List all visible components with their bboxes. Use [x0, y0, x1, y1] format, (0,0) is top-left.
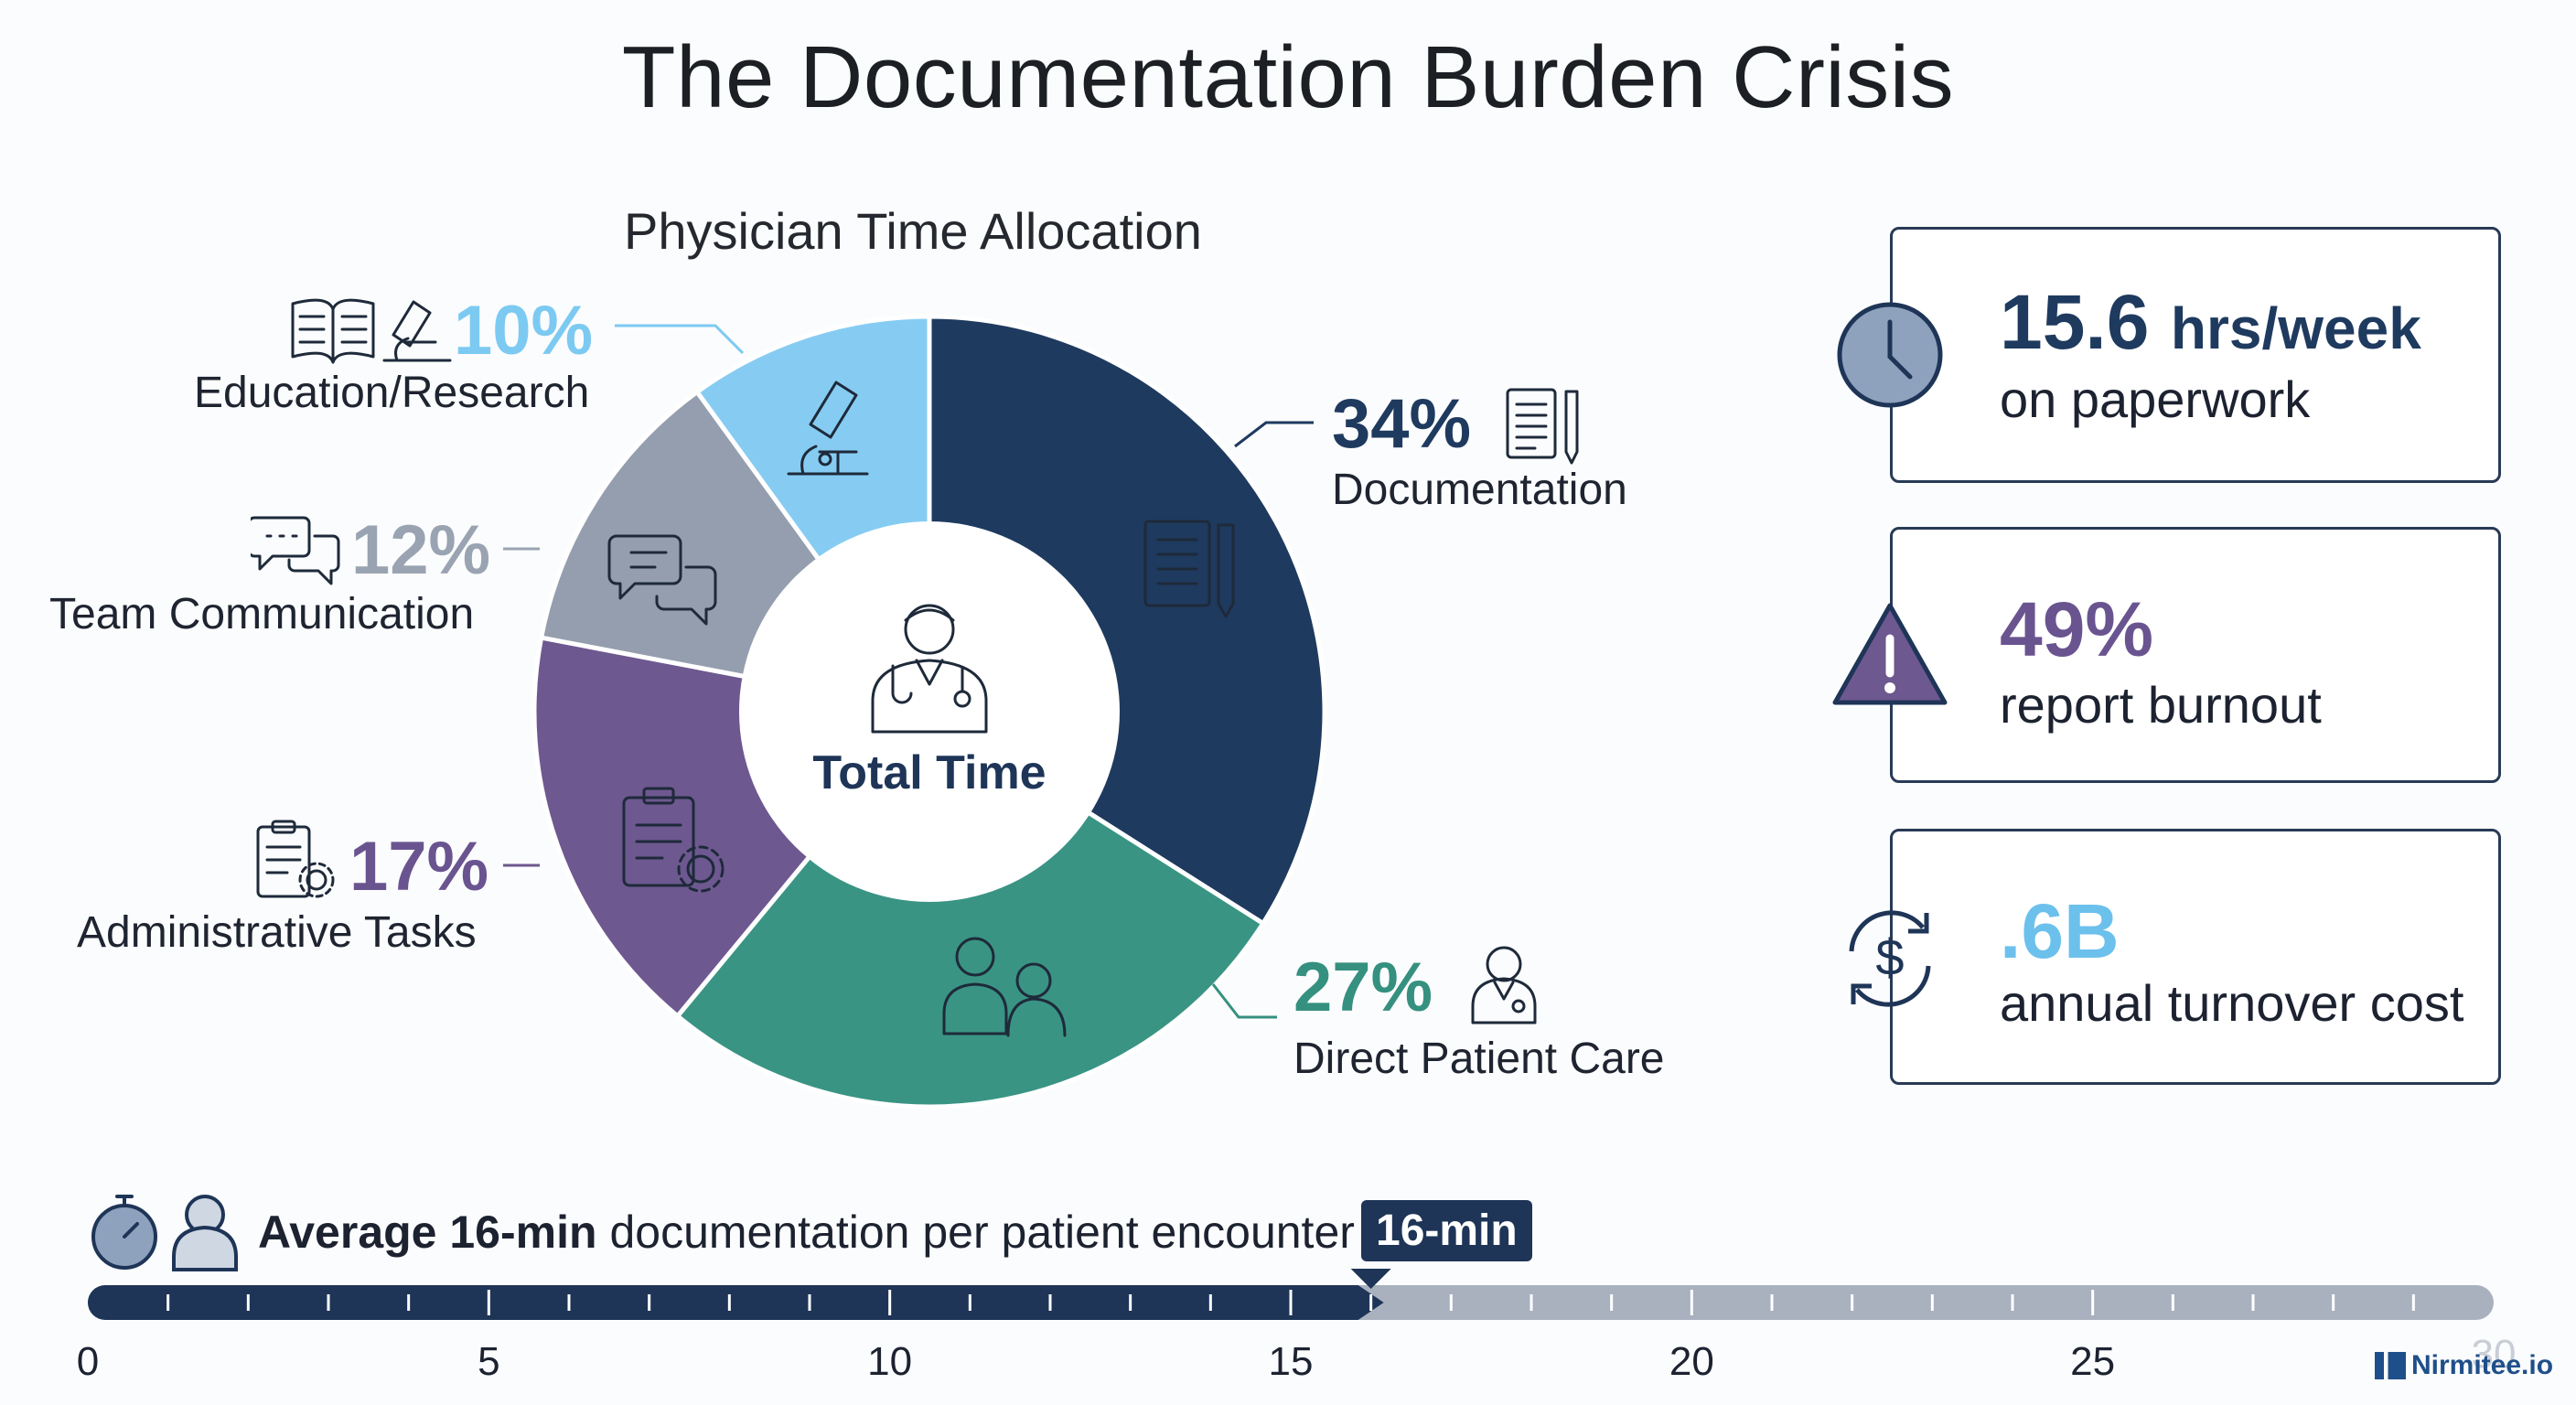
brand-mark-icon [2375, 1352, 2406, 1379]
label-documentation: Documentation [1332, 466, 1627, 514]
tick-label: 10 [867, 1339, 913, 1384]
document-pen-icon [1143, 520, 1235, 618]
page-title: The Documentation Burden Crisis [621, 28, 1955, 126]
dollar-cycle-icon: $ [1849, 910, 1931, 1007]
stat-card-turnover [1890, 829, 2501, 1085]
patient-care-icon [942, 937, 1067, 1037]
clipboard-gear-icon [622, 787, 724, 893]
label-team: Team Communication [49, 590, 475, 638]
document-pen-icon [1506, 388, 1579, 465]
timeline-marker-pointer [1350, 1269, 1391, 1289]
stat-text-turnover: annual turnover cost [2000, 974, 2464, 1032]
chart-title: Physician Time Allocation [624, 202, 1202, 260]
tick-label: 25 [2070, 1339, 2116, 1384]
microscope-icon [787, 381, 869, 476]
timeline-bar [88, 1269, 2494, 1320]
tick-label: 30 [2471, 1332, 2517, 1377]
tick-label: 5 [478, 1339, 500, 1384]
pct-education: 10% [454, 292, 594, 370]
stopwatch-icon [91, 1195, 157, 1270]
tick-label: 0 [76, 1339, 100, 1384]
chat-bubbles-icon [251, 516, 340, 585]
timeline-fill [88, 1285, 1384, 1320]
doctor-icon [1471, 946, 1537, 1024]
pct-admin: 17% [349, 828, 489, 906]
timeline-caption: Average 16-min documentation per patient… [258, 1207, 1355, 1258]
donut-hole [739, 521, 1120, 902]
leader-line [615, 324, 745, 355]
pct-documentation: 34% [1332, 385, 1472, 463]
patient-icon [172, 1195, 238, 1271]
clipboard-gear-icon [256, 820, 335, 898]
stat-card-burnout [1890, 527, 2501, 783]
stat-value-paperwork: 15.6 hrs/week [2000, 279, 2421, 365]
timeline-marker-badge: 16-min [1361, 1200, 1532, 1261]
book-microscope-icon [291, 298, 452, 364]
tick-label: 20 [1669, 1339, 1714, 1384]
stat-text-paperwork: on paperwork [2000, 370, 2311, 428]
pct-direct-care: 27% [1293, 949, 1433, 1026]
doctor-icon [871, 604, 988, 734]
stat-card-paperwork [1890, 227, 2501, 483]
chat-bubbles-icon [607, 534, 717, 626]
svg-text:$: $ [1875, 928, 1904, 986]
tick-label: 15 [1268, 1339, 1314, 1384]
pct-team: 12% [351, 511, 491, 589]
stat-value-burnout: 49% [2000, 586, 2154, 672]
label-direct-care: Direct Patient Care [1293, 1035, 1665, 1083]
leader-line [1211, 983, 1277, 1019]
label-admin: Administrative Tasks [77, 908, 477, 957]
label-education: Education/Research [194, 369, 590, 417]
brand-logo: Nirmitee.io [2375, 1350, 2553, 1381]
center-label: Total Time [812, 746, 1046, 799]
stat-text-burnout: report burnout [2000, 676, 2322, 734]
warning-icon [1832, 603, 1948, 705]
clock-icon [1837, 302, 1943, 408]
stat-value-turnover: .6B [2000, 888, 2120, 974]
slice-direct-patient-care [674, 708, 1267, 1110]
leader-line [1234, 421, 1314, 448]
